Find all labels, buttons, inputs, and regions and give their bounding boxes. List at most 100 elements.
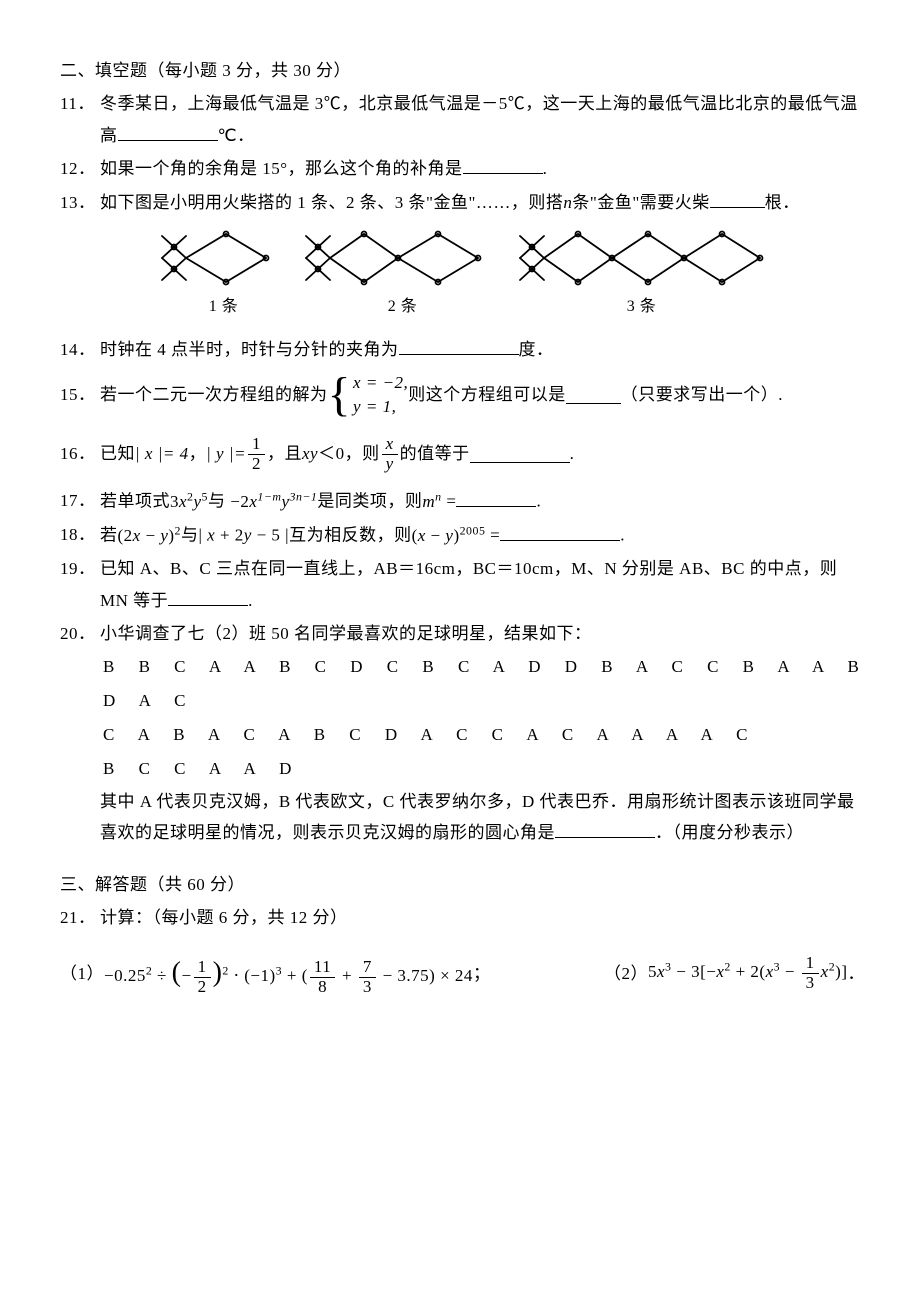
t: + 2 — [215, 526, 244, 545]
fish-row — [60, 228, 865, 288]
fish-labels: 1 条 2 条 3 条 — [60, 292, 865, 322]
blank — [399, 337, 519, 355]
q20-body: 小华调查了七（2）班 50 名同学最喜欢的足球明星，结果如下： B B C A … — [100, 618, 865, 848]
blank — [555, 820, 655, 838]
q12-number: 12． — [60, 153, 100, 184]
question-14: 14． 时钟在 4 点半时，时针与分针的夹角为度． — [60, 334, 865, 365]
frac-num: 1 — [248, 435, 265, 455]
t: x — [821, 962, 829, 981]
fish-figure: 1 条 2 条 3 条 — [60, 228, 865, 322]
section-3-header: 三、解答题（共 60 分） — [60, 869, 865, 900]
q11-number: 11． — [60, 88, 100, 151]
q20-number: 20． — [60, 618, 100, 848]
fish-label-3: 3 条 — [522, 292, 762, 322]
q16-frac1: 12 — [248, 435, 265, 473]
d: 3 — [359, 978, 376, 997]
t: ÷ — [152, 966, 171, 985]
q15-system: { x = −2, y = 1, — [328, 371, 409, 419]
question-11: 11． 冬季某日，上海最低气温是 3℃，北京最低气温是－5℃，这一天上海的最低气… — [60, 88, 865, 151]
t: + ( — [282, 966, 308, 985]
q18-body: 若(2x − y)2与| x + 2y − 5 |互为相反数，则(x − y)2… — [100, 519, 865, 551]
q18-eq: = — [485, 526, 500, 545]
q19-p: . — [248, 591, 253, 610]
q12-body: 如果一个角的余角是 15°，那么这个角的补角是. — [100, 153, 865, 184]
q16-text-a: 已知 — [100, 438, 135, 469]
t: − — [426, 526, 446, 545]
q16-number: 16． — [60, 438, 100, 469]
q21-text-a: 计算：（每小题 6 分，共 12 分） — [100, 908, 348, 927]
q21-p1-expr: −0.252 ÷ (−12)2 ⋅ (−1)3 + (118 + 73 − 3.… — [104, 947, 473, 999]
q18-text-c: 互为相反数，则 — [289, 526, 412, 545]
q16-absx: | x |= 4 — [135, 438, 189, 469]
q19-number: 19． — [60, 553, 100, 616]
q21-p2-period: ． — [848, 958, 866, 989]
n: 7 — [359, 958, 376, 978]
q17-p: . — [536, 492, 541, 511]
blank — [463, 156, 543, 174]
question-17: 17． 若单项式3x2y5与 −2x1−my3n−1是同类项，则mn =. — [60, 485, 865, 517]
var: y — [194, 492, 202, 511]
q13-text-c: 根． — [765, 193, 800, 212]
t: y — [244, 526, 252, 545]
t: −0.25 — [104, 966, 146, 985]
q21-number: 21． — [60, 902, 100, 933]
q18-text-b: 与 — [181, 526, 199, 545]
question-21: 21． 计算：（每小题 6 分，共 12 分） — [60, 902, 865, 933]
exp: 3n−1 — [290, 489, 318, 503]
fish-label-2: 2 条 — [308, 292, 498, 322]
q18-text-a: 若 — [100, 526, 118, 545]
d: 2 — [194, 978, 211, 997]
blank — [710, 190, 765, 208]
d: 3 — [802, 974, 819, 993]
exp: 2005 — [460, 523, 486, 537]
question-19: 19． 已知 A、B、C 三点在同一直线上，AB＝16cm，BC＝10cm，M、… — [60, 553, 865, 616]
q16-p: . — [570, 438, 575, 469]
q15-number: 15． — [60, 379, 100, 410]
blank — [168, 588, 248, 606]
t: (2 — [118, 526, 133, 545]
question-16: 16． 已知 | x |= 4 ， | y |= 12 ，且 xy ＜0，则 x… — [60, 435, 865, 473]
q15-body: 若一个二元一次方程组的解为 { x = −2, y = 1, 则这个方程组可以是… — [100, 371, 865, 419]
q13-number: 13． — [60, 187, 100, 218]
q14-text-b: 度． — [519, 340, 554, 359]
fish-3-icon — [512, 228, 772, 288]
q21-p1-label: （1） — [60, 958, 104, 989]
n: 11 — [310, 958, 335, 978]
q16-absy: | y |= — [206, 438, 246, 469]
q20-row1: B B C A A B C D C B C A D D B A C C B A … — [103, 650, 865, 718]
q14-body: 时钟在 4 点半时，时针与分针的夹角为度． — [100, 334, 865, 365]
t: ⋅ (−1) — [229, 966, 276, 985]
q20-row2: C A B A C A B C D A C C A C A A A A C — [103, 718, 865, 752]
t: x — [133, 526, 141, 545]
question-13: 13． 如下图是小明用火柴搭的 1 条、2 条、3 条"金鱼"……，则搭n条"金… — [60, 187, 865, 218]
q18-p: . — [620, 526, 625, 545]
q16-c2: ，且 — [267, 438, 302, 469]
q16-frac2: xy — [382, 435, 398, 473]
n: 1 — [194, 958, 211, 978]
q21-p2-expr: 5x3 − 3[−x2 + 2(x3 − 13x2)] — [648, 954, 848, 992]
fish-label-1: 1 条 — [164, 292, 284, 322]
question-18: 18． 若(2x − y)2与| x + 2y − 5 |互为相反数，则(x −… — [60, 519, 865, 551]
d: 8 — [310, 978, 335, 997]
t: )] — [835, 962, 847, 981]
blank — [456, 489, 536, 507]
q13-text-a: 如下图是小明用火柴搭的 1 条、2 条、3 条"金鱼"……，则搭 — [100, 193, 563, 212]
fish-2-icon — [298, 228, 488, 288]
lparen-icon: ( — [172, 957, 182, 988]
n: 1 — [802, 954, 819, 974]
q21-part1: （1） −0.252 ÷ (−12)2 ⋅ (−1)3 + (118 + 73 … — [60, 947, 490, 999]
q15-text-a: 若一个二元一次方程组的解为 — [100, 379, 328, 410]
t: + 2( — [731, 962, 766, 981]
frac-num: x — [382, 435, 398, 455]
rparen-icon: ) — [213, 957, 223, 988]
q16-c1: ， — [189, 438, 207, 469]
q15-eq2: y = 1, — [353, 395, 408, 419]
q14-number: 14． — [60, 334, 100, 365]
frac-den: y — [382, 455, 398, 474]
t: − 3[− — [671, 962, 716, 981]
q17-body: 若单项式3x2y5与 −2x1−my3n−1是同类项，则mn =. — [100, 485, 865, 517]
fish-1-icon — [154, 228, 274, 288]
question-12: 12． 如果一个角的余角是 15°，那么这个角的补角是. — [60, 153, 865, 184]
q18-p1: (2x − y)2 — [118, 526, 181, 545]
t: − 3.75) × 24 — [378, 966, 473, 985]
